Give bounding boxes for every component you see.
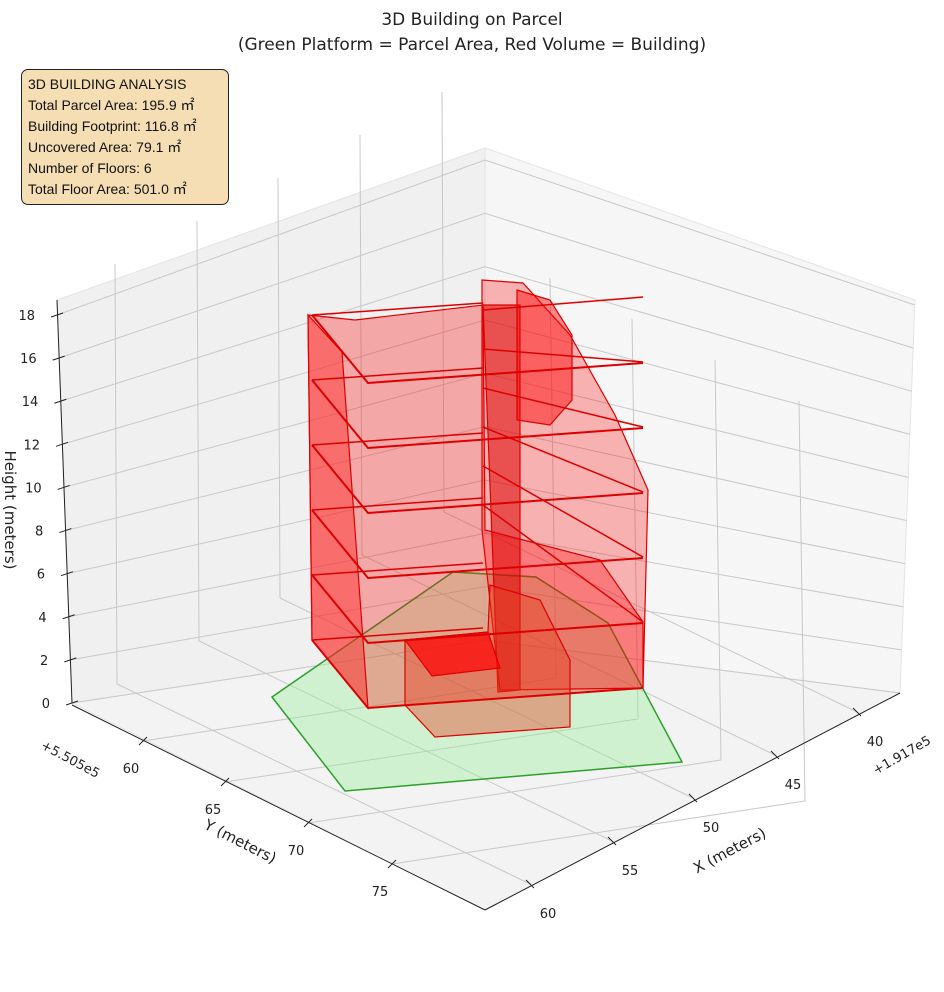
y-tick-label: 75: [372, 885, 389, 900]
floor-slabs: [311, 296, 644, 710]
y-axis-label: Y (meters): [200, 815, 279, 867]
y-tick-mark: [138, 736, 148, 746]
y-tick-mark: [303, 818, 313, 828]
x-tick-label: 50: [703, 821, 720, 836]
floor-slab-front: [311, 379, 644, 450]
info-floor-area: Total Floor Area: 501.0 ㎡: [28, 181, 187, 197]
axes-panes: [56, 147, 916, 911]
x-tick-mark: [852, 707, 862, 717]
z-tick-mark: [55, 441, 69, 447]
y-grid-line: [391, 400, 806, 865]
z-tick-label: 0: [42, 697, 50, 712]
z-tick-mark: [52, 355, 65, 361]
z-grid-line: [65, 426, 907, 532]
y-tick-label: 70: [288, 844, 305, 859]
building-tower: [516, 289, 573, 426]
z-grid-line: [70, 586, 902, 661]
z-tick-mark: [60, 571, 74, 577]
chart-title: 3D Building on Parcel: [381, 10, 562, 30]
z-axis-label: Height (meters): [1, 451, 19, 570]
z-tick-label: 12: [23, 438, 40, 453]
info-heading: 3D BUILDING ANALYSIS: [28, 76, 187, 92]
building-core: [482, 304, 521, 693]
y-tick-label: 60: [123, 762, 140, 777]
y-offset-label: +5.505e5: [38, 738, 102, 781]
x-grid-line: [441, 91, 858, 713]
z-grid-line: [63, 372, 909, 488]
z-tick-label: 4: [38, 611, 46, 626]
x-tick-label: 45: [785, 778, 802, 793]
z-tick-label: 14: [22, 395, 39, 410]
z-tick-label: 6: [37, 568, 45, 583]
x-tick-label: 40: [867, 735, 884, 750]
z-grid-line: [56, 159, 916, 316]
floor-slab-wing: [482, 387, 644, 428]
z-grid-line: [58, 212, 914, 359]
z-axis-line: [56, 299, 73, 704]
floor-slab-front: [311, 574, 644, 645]
axes: [56, 299, 901, 911]
z-tick-mark: [62, 614, 75, 620]
z-tick-mark: [50, 312, 64, 318]
x-tick-mark: [770, 750, 780, 760]
x-grid-line: [196, 220, 613, 842]
floor-slab-front: [311, 639, 644, 710]
info-box: 3D BUILDING ANALYSIS Total Parcel Area: …: [21, 69, 229, 205]
z-tick-mark: [64, 657, 77, 663]
floor-slab-back: [311, 432, 484, 446]
z-tick-mark: [59, 528, 72, 534]
z-tick-mark: [54, 398, 67, 404]
z-tick-label: 10: [25, 481, 42, 496]
z-tick-label: 2: [40, 654, 48, 669]
z-tick-label: 16: [20, 352, 37, 367]
floor-slab-wing: [482, 465, 644, 558]
x-tick-label: 60: [540, 907, 557, 922]
z-tick-mark: [57, 484, 70, 490]
y-grid-line: [142, 277, 557, 742]
building-volume: [307, 279, 649, 738]
z-grid-line: [60, 266, 912, 402]
y-axis-line: [71, 704, 486, 911]
info-parcel-area: Total Parcel Area: 195.9 ㎡: [28, 97, 195, 113]
x-axis-line: [484, 692, 901, 911]
floor-slab-back: [311, 367, 484, 381]
y-tick-mark: [387, 859, 397, 869]
z-grid-line: [68, 532, 904, 618]
floor-slab-back: [311, 302, 484, 316]
z-tick-label: 8: [35, 525, 43, 540]
floor-slab-wing: [482, 296, 644, 311]
info-footprint: Building Footprint: 116.8 ㎡: [28, 118, 197, 134]
x-grid-line: [114, 263, 531, 885]
floor-slab-front: [311, 444, 644, 515]
z-tick-mark: [65, 700, 79, 706]
building-low-block-top: [403, 631, 501, 677]
building-back-wing: [481, 279, 649, 691]
z-tick-label: 18: [18, 309, 35, 324]
info-floors: Number of Floors: 6: [28, 160, 152, 176]
x-grid-line: [277, 177, 694, 799]
x-tick-mark: [525, 879, 535, 889]
x-tick-label: 55: [622, 864, 639, 879]
y-grid-line: [307, 359, 722, 824]
y-tick-mark: [220, 777, 230, 787]
y-tick-label: 65: [205, 803, 222, 818]
floor-slab-front: [311, 509, 644, 580]
floor-slab-back: [311, 627, 484, 641]
floor-slab-front: [311, 314, 644, 385]
floor-slab-back: [311, 497, 484, 511]
x-tick-mark: [688, 793, 698, 803]
chart-subtitle: (Green Platform = Parcel Area, Red Volum…: [238, 35, 706, 55]
info-uncovered: Uncovered Area: 79.1 ㎡: [28, 139, 182, 155]
floor-slab-back: [311, 562, 484, 576]
y-grid-line: [224, 318, 639, 783]
floor-slab-wing: [482, 348, 644, 363]
x-tick-mark: [607, 836, 617, 846]
